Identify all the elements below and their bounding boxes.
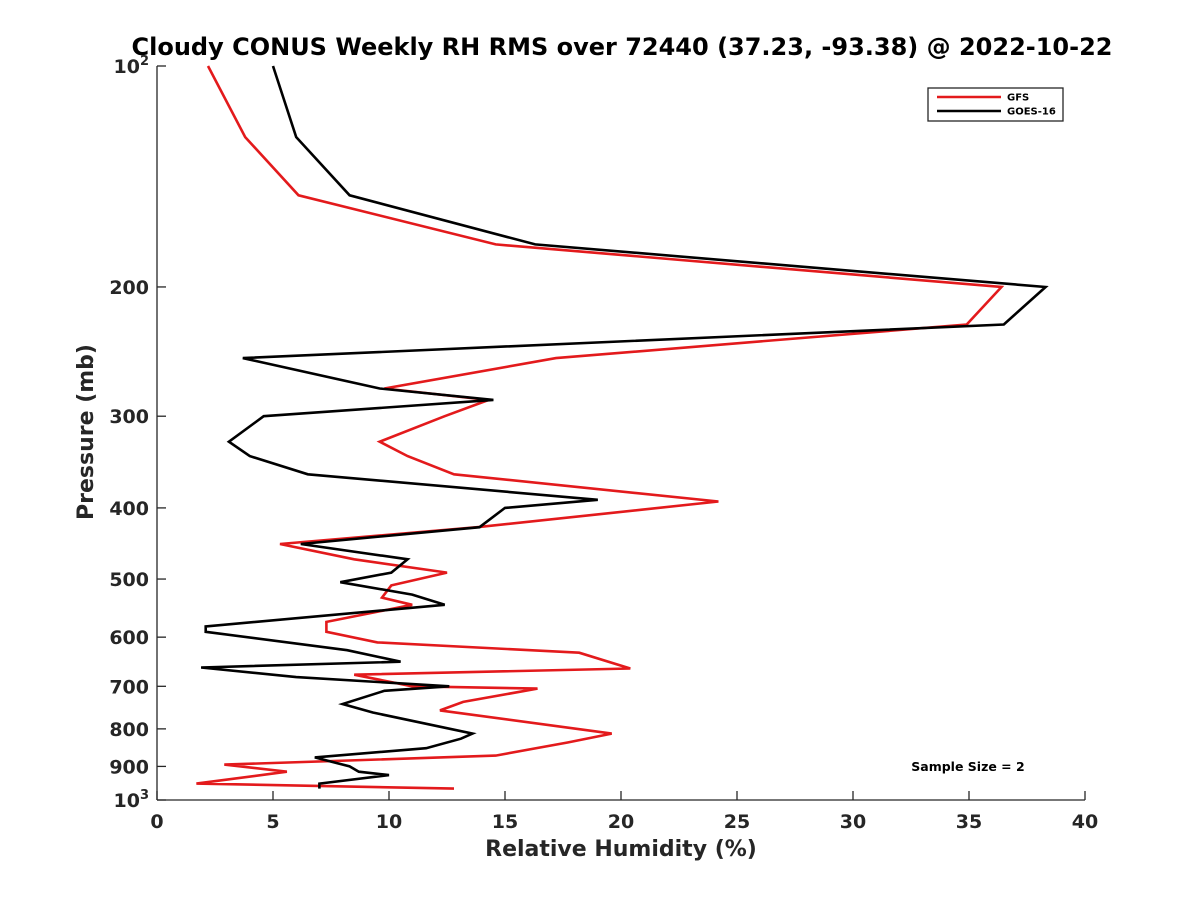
y-tick-label: 300 [109,406,149,428]
chart-title: Cloudy CONUS Weekly RH RMS over 72440 (3… [132,33,1113,61]
x-tick-label: 35 [956,811,982,833]
plot-area [196,65,1049,790]
sample-size-annotation: Sample Size = 2 [911,759,1024,774]
x-tick-label: 0 [150,811,163,833]
x-axis-label: Relative Humidity (%) [485,837,757,862]
ticks: 0 5 10 15 20 25 30 35 40 102 200 300 400 500 600 700 800… [109,54,1098,833]
y-axis-label: Pressure (mb) [74,344,99,520]
x-tick-label: 5 [266,811,279,833]
y-tick-label: 900 [109,756,149,778]
series-line-1 [200,65,1049,789]
y-tick-label: 700 [109,676,149,698]
x-tick-label: 40 [1072,811,1098,833]
legend-label-0: GFS [1007,93,1029,104]
y-tick-label: 103 [114,788,150,812]
x-tick-label: 25 [724,811,750,833]
x-tick-label: 20 [608,811,634,833]
y-tick-label: 800 [109,719,149,741]
y-tick-label: 102 [114,54,150,78]
y-tick-label: 500 [109,569,149,591]
y-tick-label: 400 [109,498,149,520]
y-tick-label: 200 [109,277,149,299]
y-tick-label: 600 [109,627,149,649]
x-tick-label: 15 [492,811,518,833]
x-tick-label: 30 [840,811,866,833]
legend-label-1: GOES-16 [1007,107,1056,118]
x-tick-label: 10 [376,811,402,833]
legend: GFS GOES-16 [927,87,1064,122]
legend-box [927,87,1064,122]
